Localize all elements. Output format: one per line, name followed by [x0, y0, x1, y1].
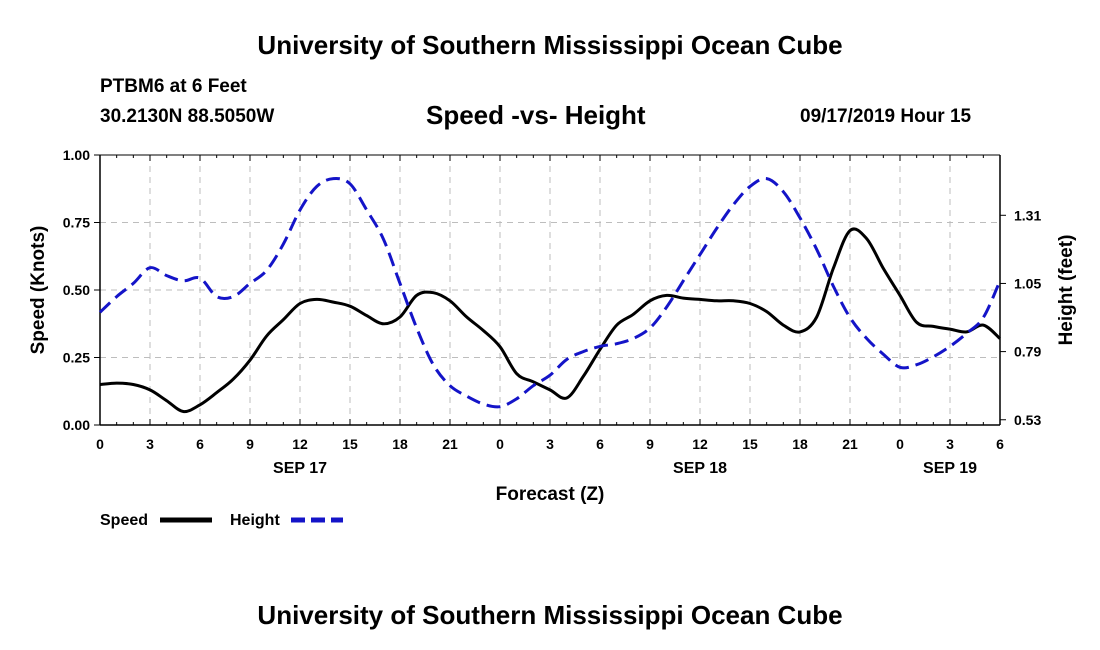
x-tick-label: 0 — [96, 436, 104, 452]
x-tick-label: 3 — [946, 436, 954, 452]
x-date-label: SEP 17 — [273, 460, 327, 477]
station-label: PTBM6 at 6 Feet — [100, 76, 247, 97]
x-tick-label: 15 — [742, 436, 758, 452]
x-tick-label: 21 — [442, 436, 458, 452]
x-tick-label: 12 — [692, 436, 708, 452]
y-tick-label: 0.50 — [63, 282, 90, 298]
y2-tick-label: 0.53 — [1014, 412, 1041, 428]
x-date-label: SEP 18 — [673, 460, 727, 477]
x-tick-label: 18 — [792, 436, 808, 452]
forecast-timestamp: 09/17/2019 Hour 15 — [800, 106, 972, 127]
y-tick-label: 0.00 — [63, 417, 90, 433]
y-tick-label: 0.25 — [63, 350, 90, 366]
y2-tick-label: 1.05 — [1014, 275, 1041, 291]
x-tick-label: 15 — [342, 436, 358, 452]
y2-tick-label: 0.79 — [1014, 344, 1041, 360]
x-tick-label: 0 — [896, 436, 904, 452]
series-line-speed — [99, 227, 1001, 414]
x-tick-label: 9 — [646, 436, 654, 452]
y2-axis-title: Height (feet) — [1056, 235, 1077, 346]
y-axis-title: Speed (Knots) — [28, 226, 49, 355]
x-axis-title: Forecast (Z) — [496, 484, 605, 505]
x-tick-label: 6 — [996, 436, 1004, 452]
top-title: University of Southern Mississippi Ocean… — [257, 30, 843, 60]
x-tick-label: 9 — [246, 436, 254, 452]
x-tick-label: 6 — [196, 436, 204, 452]
series-line-height — [98, 176, 1002, 409]
bottom-title: University of Southern Mississippi Ocean… — [257, 600, 843, 630]
y-tick-label: 0.75 — [63, 215, 90, 231]
x-tick-label: 18 — [392, 436, 408, 452]
x-tick-label: 21 — [842, 436, 858, 452]
chart-title: Speed -vs- Height — [426, 100, 646, 130]
y-tick-label: 1.00 — [63, 147, 90, 163]
x-tick-label: 3 — [146, 436, 154, 452]
x-tick-label: 6 — [596, 436, 604, 452]
y2-tick-label: 1.31 — [1014, 207, 1041, 223]
x-date-label: SEP 19 — [923, 460, 977, 477]
legend-label-height: Height — [230, 512, 280, 529]
x-tick-label: 12 — [292, 436, 308, 452]
x-tick-label: 0 — [496, 436, 504, 452]
station-coordinates: 30.2130N 88.5050W — [100, 106, 275, 127]
legend-label-speed: Speed — [100, 512, 148, 529]
x-tick-label: 3 — [546, 436, 554, 452]
